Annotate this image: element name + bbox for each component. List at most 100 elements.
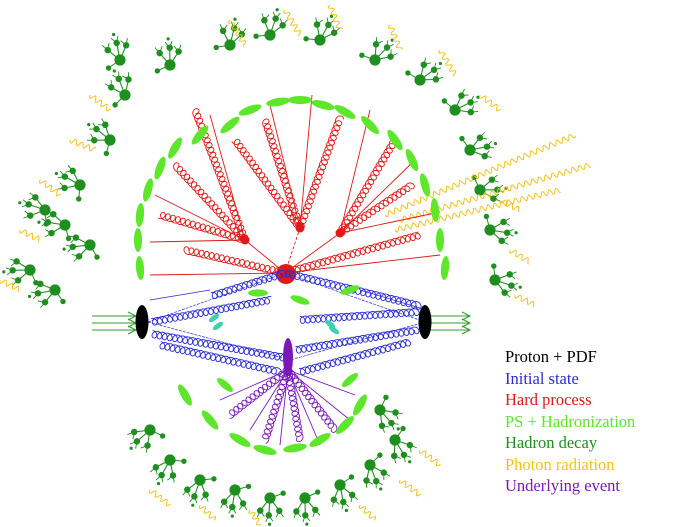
hadron-dot	[459, 135, 465, 142]
proton-arrow-head	[461, 318, 472, 328]
decay-line	[68, 235, 77, 239]
decay-line	[238, 27, 243, 35]
photon-line	[384, 133, 576, 218]
decay-line	[491, 174, 498, 181]
decay-line	[470, 105, 475, 113]
decay-line	[461, 88, 465, 96]
decay-line	[504, 292, 511, 298]
photon-line	[509, 249, 529, 265]
decay-line	[316, 19, 323, 25]
decay-line	[219, 24, 224, 32]
decay-line	[343, 501, 350, 508]
initial-state-gluon	[299, 338, 411, 376]
hadron-dot	[400, 425, 406, 432]
hadron-dot	[94, 254, 100, 260]
decay-line	[366, 480, 373, 485]
decay-line	[390, 53, 398, 58]
hadron-decay-layer	[2, 8, 522, 526]
hadron-dot	[390, 38, 394, 42]
hadron-dot	[129, 446, 133, 450]
decay-line	[395, 412, 399, 420]
decay-line	[159, 46, 163, 54]
decay-line	[332, 499, 335, 507]
legend: Proton + PDF Initial state Hard process …	[505, 346, 685, 497]
hadronization-blob	[440, 256, 450, 280]
photon-line	[438, 49, 457, 77]
decay-line	[205, 494, 209, 502]
proton-left	[135, 305, 149, 339]
initial-state-line	[284, 272, 426, 323]
decay-line	[506, 228, 514, 234]
hadron-dot	[476, 95, 480, 99]
decay-line	[167, 475, 174, 481]
decay-line	[341, 501, 344, 510]
decay-line	[503, 217, 511, 223]
decay-line	[333, 499, 340, 505]
hadron-dot	[18, 201, 22, 205]
decay-line	[395, 412, 403, 415]
decay-line	[182, 489, 188, 496]
underlying-event-layer	[219, 338, 356, 446]
hadron-dot	[181, 458, 187, 464]
underlying-event-blob	[283, 338, 293, 376]
decay-line	[65, 244, 73, 248]
hadron-dot	[103, 150, 110, 157]
hadron-dot	[267, 522, 272, 526]
decay-line	[59, 170, 66, 177]
hadron-dot	[91, 137, 98, 144]
proton-arrow-head	[461, 311, 472, 321]
decay-line	[484, 155, 492, 158]
decay-line	[503, 221, 511, 226]
hadron-dot	[344, 508, 349, 513]
decay-line	[70, 237, 77, 244]
hadron-dot	[438, 61, 442, 66]
decay-line	[10, 261, 17, 267]
initial-state-gluon	[159, 341, 282, 376]
decay-line	[57, 187, 65, 190]
hard-process-gluon	[231, 138, 303, 231]
decay-line	[67, 246, 74, 253]
hard-process-line	[339, 211, 441, 234]
decay-line	[120, 40, 127, 46]
decay-line	[350, 494, 353, 503]
decay-line	[332, 25, 335, 33]
proton-right	[418, 305, 432, 339]
decay-line	[44, 229, 52, 234]
hadronization-blob	[353, 394, 367, 416]
hadron-dot	[87, 122, 91, 127]
hadron-dot	[111, 32, 116, 37]
photon-line	[19, 229, 40, 243]
decay-line	[386, 44, 394, 48]
legend-item-hadron-decay: Hadron decay	[505, 433, 598, 452]
decay-line	[112, 74, 120, 80]
decay-line	[486, 140, 493, 147]
decay-line	[461, 94, 469, 97]
decay-line	[71, 254, 80, 257]
hadron-dot	[154, 68, 161, 74]
hadronization-blob	[253, 445, 277, 455]
decay-line	[282, 19, 288, 26]
decay-line	[393, 455, 396, 464]
underlying-event-gluon	[262, 369, 292, 444]
hadron-dot	[483, 213, 490, 220]
hadron-dot	[383, 394, 389, 401]
decay-line	[326, 17, 329, 25]
decay-line	[161, 475, 164, 483]
decay-line	[433, 62, 437, 70]
decay-line	[30, 291, 39, 294]
hadron-dot	[408, 460, 412, 464]
decay-line	[37, 300, 46, 303]
hadronization-blob	[336, 416, 354, 434]
beam-remnant-blob	[208, 313, 220, 323]
hard-process-gluon	[183, 246, 286, 277]
decay-line	[189, 496, 195, 503]
hadron-dot	[107, 84, 115, 91]
decay-line	[186, 489, 191, 497]
hadronization-blob	[309, 433, 331, 447]
proton-arrow-head	[461, 325, 472, 335]
photon-line	[0, 279, 20, 293]
decay-line	[150, 466, 157, 473]
decay-line	[381, 425, 385, 433]
photon-line	[283, 9, 302, 37]
hadronization-layer	[134, 96, 450, 455]
